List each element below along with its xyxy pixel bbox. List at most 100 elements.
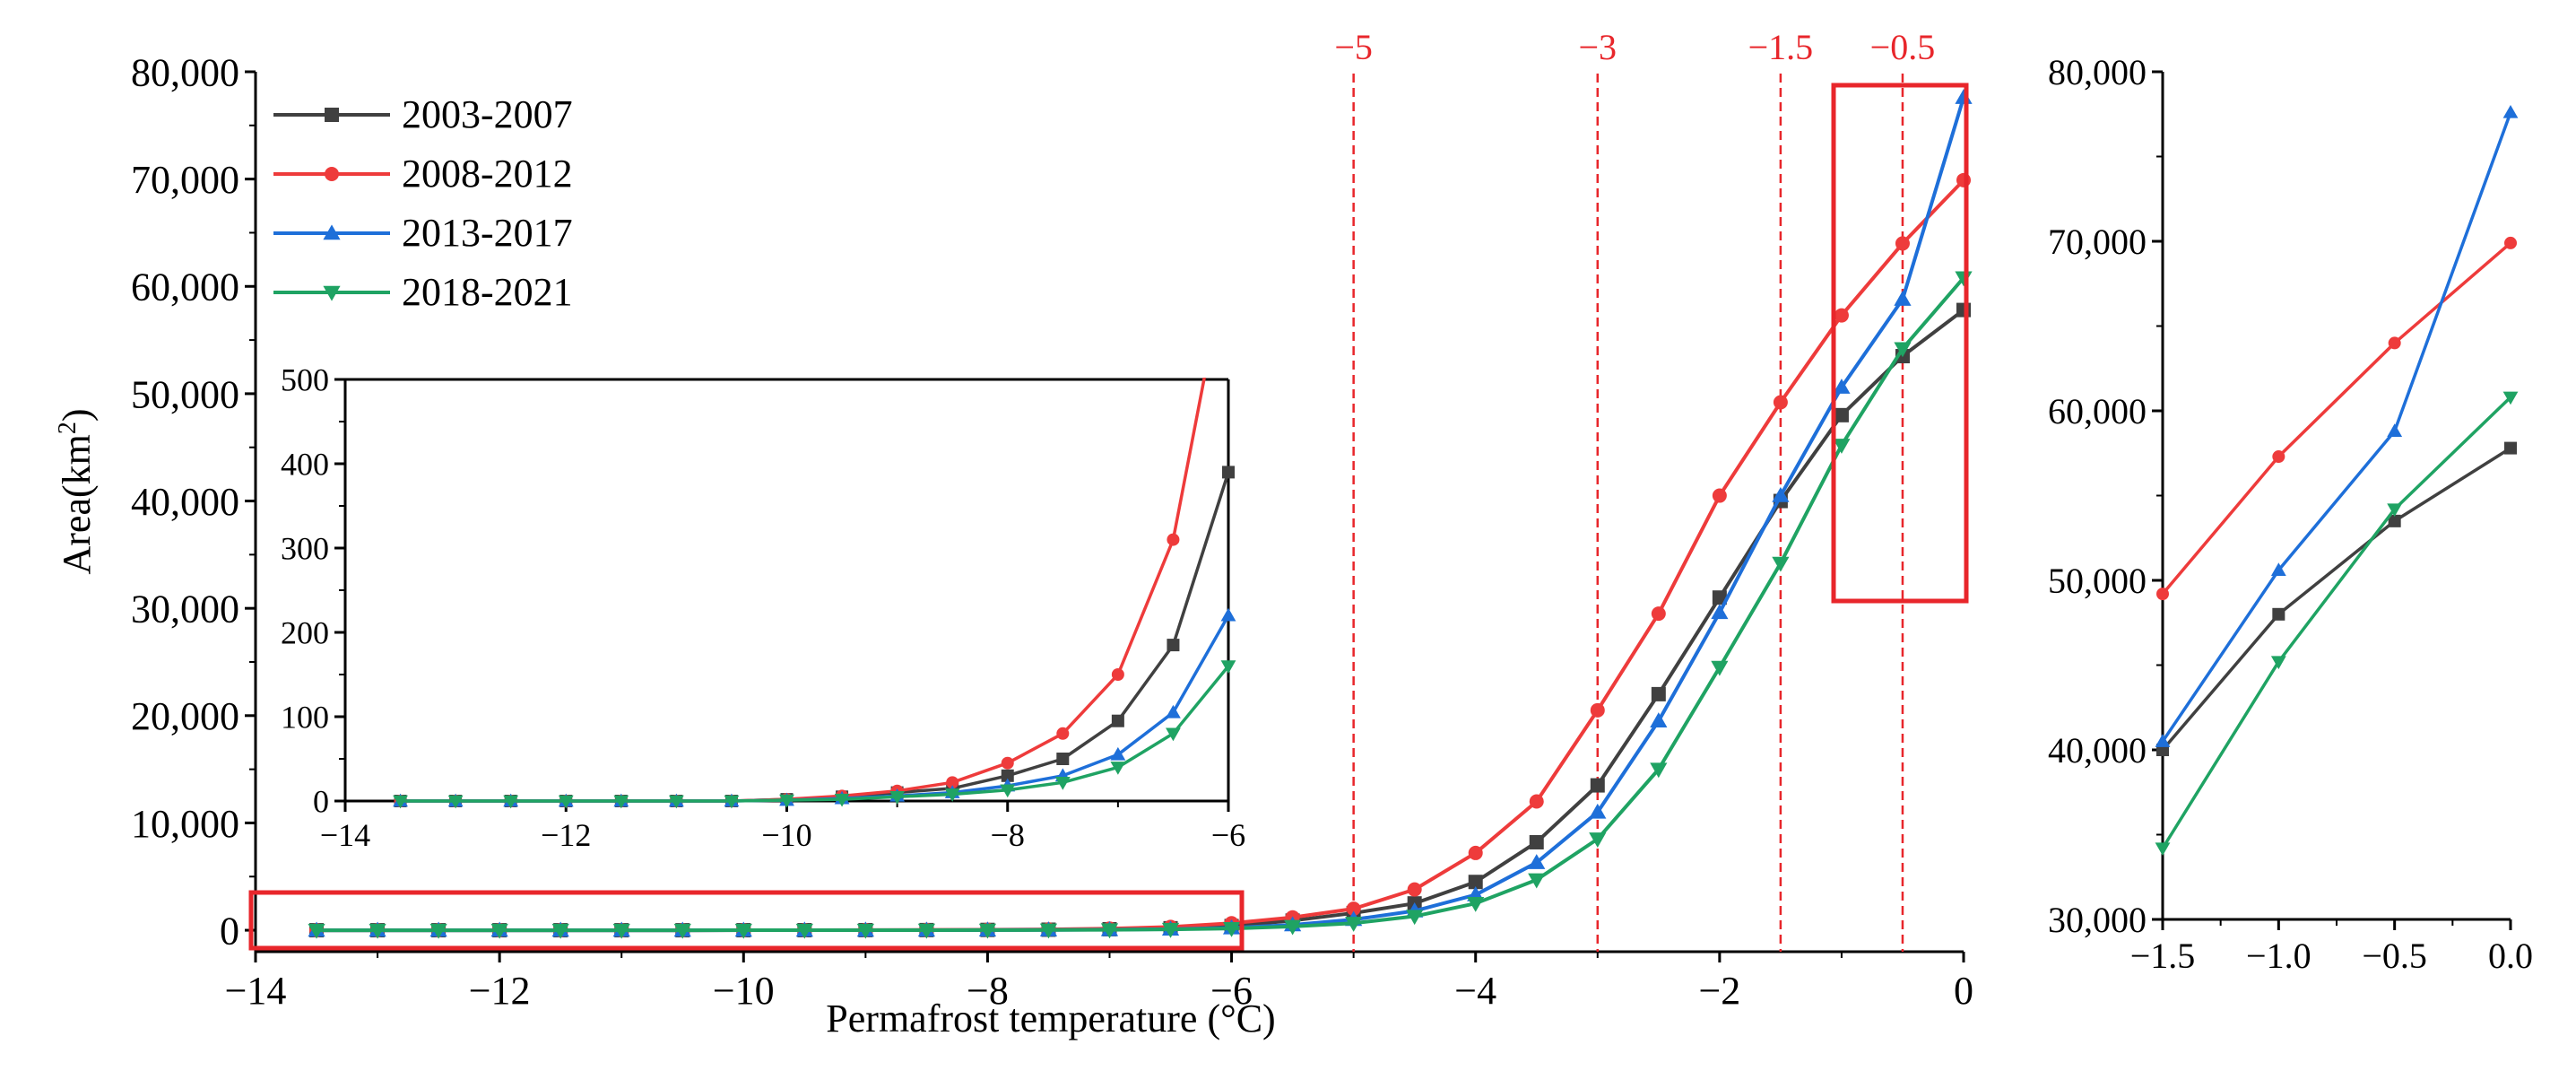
inset-point	[1111, 714, 1124, 727]
zoom-line-2018-2021	[2161, 396, 2512, 849]
inset-point	[889, 791, 906, 805]
main-line-2018-2021	[317, 276, 1965, 933]
main-point	[1528, 854, 1546, 869]
zoom-point	[2504, 441, 2517, 455]
inset-point	[447, 795, 464, 809]
x-axis-label: Permafrost temperature (°C)	[826, 997, 1275, 1041]
inset-point	[1054, 777, 1071, 790]
zoom-line-2003-2007	[2161, 447, 2511, 752]
main-point	[1956, 172, 1971, 187]
main-point	[1650, 762, 1668, 779]
main-point	[734, 923, 752, 939]
main-point	[1590, 702, 1605, 718]
zoom-x-tick-label: −1.5	[2130, 936, 2196, 976]
main-point	[1161, 922, 1180, 938]
main-point	[1894, 291, 1912, 306]
main-point	[1711, 660, 1729, 676]
main-point	[1772, 486, 1790, 502]
inset-point	[1001, 756, 1014, 770]
zoom-y-tick-label: 50,000	[2048, 561, 2147, 601]
legend-item-2018-2021: 2018-2021	[273, 270, 573, 314]
zoom-y-tick-label: 60,000	[2048, 391, 2147, 431]
inset-point	[1222, 466, 1235, 479]
main-point	[1834, 308, 1849, 323]
reference-line-label: −1.5	[1748, 27, 1814, 67]
inset-point	[944, 788, 960, 802]
inset-y-tick-label: 0	[313, 784, 329, 820]
main-point	[1100, 923, 1119, 939]
main-point	[1406, 910, 1424, 926]
inset-series-2018-2021	[393, 660, 1236, 809]
inset-point	[1056, 753, 1070, 765]
main-point	[1833, 439, 1851, 454]
zoom-point	[2388, 514, 2401, 527]
main-point	[369, 923, 386, 939]
main-point	[673, 923, 691, 939]
inset-x-tick-label: −12	[541, 817, 591, 853]
inset-point	[834, 793, 850, 807]
legend: 2003-2007 2008-2012 2013-2017 2018-2021	[273, 92, 573, 314]
zoom-x-tick-label: −1.0	[2246, 936, 2311, 976]
zoom-point	[2156, 588, 2169, 601]
inset-point	[613, 795, 629, 809]
main-point	[795, 923, 813, 939]
zoom-series-2003-2007	[2156, 441, 2517, 756]
zoom-chart: −1.5 −1.0 −0.5 0.0 30,000 40,000 50,000 60,000 7…	[2048, 52, 2533, 976]
main-y-tick-label: 20,000	[131, 694, 239, 738]
axis-labels: Permafrost temperature (°C) Area(km2)	[54, 408, 1276, 1041]
main-x-tick-label: −12	[469, 969, 531, 1013]
main-x-tick-label: −2	[1698, 969, 1740, 1013]
main-point	[1528, 873, 1546, 889]
main-y-tick-label: 40,000	[131, 480, 239, 524]
main-x-tick-label: −8	[967, 969, 1009, 1013]
main-x-tick-label: −6	[1210, 969, 1253, 1013]
inset-line-2018-2021	[400, 665, 1230, 803]
zoom-line-2013-2017	[2161, 111, 2512, 743]
main-point	[1712, 590, 1727, 605]
legend-marker	[325, 108, 339, 122]
reference-line-label: −3	[1579, 27, 1618, 67]
main-y-tick-label: 0	[220, 909, 239, 953]
main-point	[1468, 845, 1483, 860]
main-point	[1651, 686, 1666, 701]
zoom-point	[2155, 734, 2171, 747]
inset-point	[946, 776, 959, 789]
main-y-tick-label: 30,000	[131, 588, 239, 631]
inset-point	[1110, 746, 1126, 761]
highlight-box-warm-temp	[1831, 83, 1969, 604]
main-point	[1956, 302, 1971, 318]
legend-label: 2003-2007	[402, 92, 573, 136]
main-series-2018-2021	[308, 271, 1973, 939]
inset-point	[1166, 704, 1181, 718]
main-point	[1222, 921, 1241, 937]
inset-y-tick-label: 400	[281, 447, 329, 483]
legend-item-2003-2007: 2003-2007	[273, 92, 573, 136]
main-point	[1955, 89, 1973, 104]
inset-chart: −14 −12 −10 −8 −6 0 100 200 300 400 500	[281, 362, 1245, 853]
main-point	[1712, 488, 1727, 503]
main-point	[429, 923, 447, 939]
zoom-line-2008-2012	[2161, 241, 2512, 596]
main-x-tick-label: −10	[713, 969, 775, 1013]
inset-point	[1001, 769, 1014, 782]
main-y-tick-label: 50,000	[131, 372, 239, 416]
inset-x-tick-label: −8	[991, 817, 1025, 853]
zoom-point	[2504, 236, 2517, 249]
zoom-point	[2272, 450, 2285, 464]
main-point	[1589, 832, 1607, 848]
legend-label: 2013-2017	[402, 211, 573, 255]
inset-point	[1056, 727, 1070, 740]
main-point	[1284, 919, 1302, 936]
inset-point	[668, 795, 684, 809]
main-point	[612, 923, 630, 939]
inset-x-tick-label: −6	[1211, 817, 1245, 853]
zoom-y-tick-label: 30,000	[2048, 900, 2147, 940]
main-point	[856, 923, 874, 939]
main-x-tick-label: −4	[1454, 969, 1496, 1013]
main-y-tick-label: 10,000	[131, 802, 239, 846]
inset-x-tick-label: −14	[320, 817, 370, 853]
zoom-point	[2387, 423, 2403, 437]
inset-point	[1110, 762, 1126, 775]
inset-y-tick-label: 100	[281, 700, 329, 736]
